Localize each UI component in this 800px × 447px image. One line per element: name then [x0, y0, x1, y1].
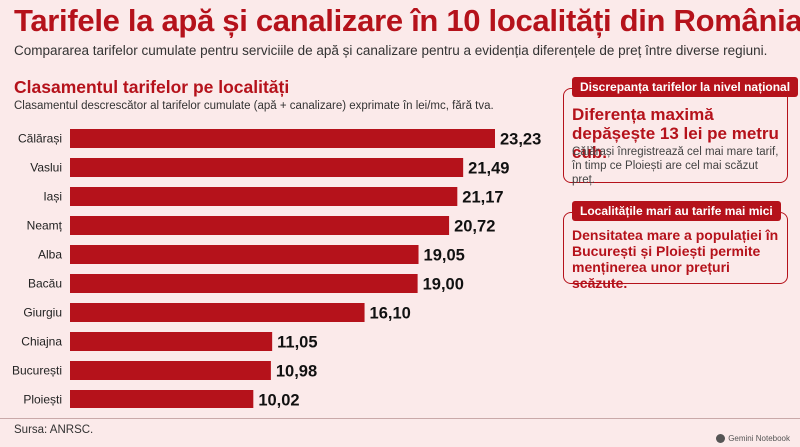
- bar: [70, 187, 458, 206]
- bar: [70, 361, 271, 380]
- bar: [70, 332, 273, 351]
- page-title: Tarifele la apă și canalizare în 10 loca…: [14, 3, 800, 38]
- value-label: 21,17: [462, 189, 503, 207]
- bar: [70, 129, 495, 148]
- category-label: Giurgiu: [23, 306, 62, 320]
- chart-description: Clasamentul descrescător al tarifelor cu…: [14, 100, 494, 112]
- category-label: Bacău: [28, 277, 62, 291]
- brand-label: Gemini Notebook: [728, 434, 790, 443]
- value-label: 10,98: [276, 363, 317, 381]
- category-label: Alba: [38, 248, 62, 262]
- bar: [70, 390, 254, 408]
- value-label: 19,05: [424, 247, 465, 265]
- category-label: Vaslui: [30, 161, 62, 175]
- category-label: Chiajna: [21, 335, 62, 349]
- bar: [70, 216, 450, 235]
- value-label: 21,49: [468, 160, 509, 178]
- page-subtitle: Compararea tarifelor cumulate pentru ser…: [14, 43, 768, 58]
- category-label: Neamț: [27, 219, 63, 233]
- bar: [70, 158, 464, 177]
- value-label: 20,72: [454, 218, 495, 236]
- brand-mark: Gemini Notebook: [716, 434, 790, 443]
- value-label: 23,23: [500, 131, 541, 149]
- category-label: Călărași: [18, 132, 62, 146]
- discrepancy-card-tag: Discrepanța tarifelor la nivel național: [572, 77, 799, 97]
- chart-heading: Clasamentul tarifelor pe localități: [14, 77, 290, 97]
- bar: [70, 274, 418, 293]
- big-cities-card-tag: Localitățile mari au tarife mai mici: [572, 201, 781, 221]
- footer-divider: [0, 418, 800, 419]
- category-label: București: [12, 364, 62, 378]
- bar-chart: Călărași 23,23 Vaslui 21,49 Iași 21,17 Neamț 20…: [12, 129, 541, 409]
- brand-logo-icon: [716, 434, 726, 443]
- discrepancy-card: Discrepanța tarifelor la nivel național …: [563, 77, 799, 186]
- bar: [70, 245, 419, 264]
- value-label: 11,05: [277, 334, 317, 352]
- value-label: 19,00: [423, 276, 464, 294]
- big-cities-card: Localitățile mari au tarife mai mici Den…: [563, 201, 788, 291]
- bar: [70, 303, 365, 322]
- category-label: Ploiești: [23, 393, 62, 407]
- discrepancy-card-headline: Diferența maximă depășește 13 lei pe met…: [572, 105, 779, 162]
- big-cities-card-headline: Densitatea mare a populației în Bucureșt…: [572, 227, 779, 291]
- discrepancy-card-body: Călărași înregistrează cel mai mare tari…: [572, 146, 779, 186]
- category-label: Iași: [43, 190, 62, 204]
- source-note: Sursa: ANRSC.: [14, 424, 94, 436]
- value-label: 10,02: [258, 392, 299, 409]
- value-label: 16,10: [370, 305, 411, 323]
